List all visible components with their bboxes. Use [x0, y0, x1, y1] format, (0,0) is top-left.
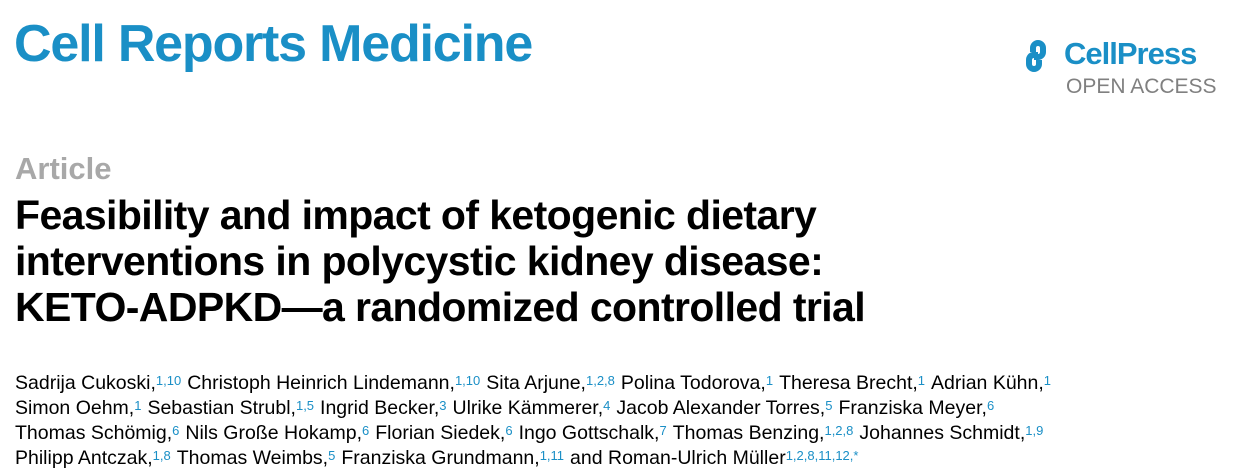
title-line: Feasibility and impact of ketogenic diet…: [15, 192, 817, 238]
author-name: Theresa Brecht,: [779, 372, 918, 394]
author-name: Nils Große Hokamp,: [185, 422, 363, 444]
publisher-logo: CellPress OPEN ACCESS: [1018, 36, 1228, 106]
logo-icon: [1025, 40, 1046, 72]
author-name: Ulrike Kämmerer,: [452, 397, 604, 419]
author-list: Sadrija Cukoski,1,10 Christoph Heinrich L…: [15, 371, 1057, 471]
author-name: Johannes Schmidt,: [859, 422, 1026, 444]
journal-name: Cell Reports Medicine: [14, 15, 533, 73]
affiliation: 1,2,8: [585, 373, 615, 388]
affiliation: 1: [765, 373, 774, 388]
author-name: Thomas Schömig,: [15, 422, 173, 444]
author-name: Philipp Antczak,: [15, 447, 153, 469]
author-name: Adrian Kühn,: [931, 372, 1044, 394]
affiliation: 1,2,8: [824, 423, 854, 438]
publisher-name: CellPress: [1064, 36, 1197, 71]
author-name: Jacob Alexander Torres,: [616, 397, 826, 419]
affiliation: 1: [134, 398, 142, 413]
author-name: Sadrija Cukoski,: [15, 372, 156, 394]
affiliation: 1,11: [539, 448, 565, 463]
affiliation: 1,10: [454, 373, 481, 388]
affiliation: 1: [1043, 373, 1052, 388]
affiliation: 1,2,8,11,12,*: [785, 448, 859, 463]
affiliation: 5: [328, 448, 336, 463]
author-name: Franziska Grundmann,: [341, 447, 540, 469]
title-line: KETO-ADPKD—a randomized controlled trial: [15, 284, 866, 330]
affiliation: 1,8: [152, 448, 171, 463]
author-name: Ingo Gottschalk,: [518, 422, 660, 444]
author-line: Sadrija Cukoski,1,10 Christoph Heinrich L…: [15, 371, 1057, 396]
author-name: Simon Oehm,: [15, 397, 135, 419]
author-name: and Roman-Ulrich Müller: [570, 447, 786, 469]
author-name: Christoph Heinrich Lindemann,: [187, 372, 455, 394]
affiliation: 1,10: [155, 373, 182, 388]
affiliation: 6: [505, 423, 513, 438]
author-name: Sita Arjune,: [486, 372, 586, 394]
access-label: OPEN ACCESS: [1066, 75, 1217, 98]
affiliation: 7: [659, 423, 667, 438]
article-type: Article: [15, 151, 112, 186]
affiliation: 5: [825, 398, 833, 413]
affiliation: 3: [439, 398, 447, 413]
author-name: Thomas Benzing,: [672, 422, 825, 444]
article-title: Feasibility and impact of ketogenic diet…: [15, 192, 866, 330]
affiliation: 6: [986, 398, 995, 413]
affiliation: 4: [603, 398, 611, 413]
affiliation: 1: [917, 373, 926, 388]
author-name: Polina Todorova,: [620, 372, 766, 394]
affiliation: 1,5: [295, 398, 315, 413]
author-line: Philipp Antczak,1,8 Thomas Weimbs,5 Franzi…: [15, 446, 1057, 471]
author-name: Sebastian Strubl,: [147, 397, 296, 419]
author-name: Ingrid Becker,: [320, 397, 440, 419]
affiliation: 1,9: [1025, 423, 1044, 438]
author-name: Florian Siedek,: [375, 422, 506, 444]
author-line: Thomas Schömig,6 Nils Große Hokamp,6 Flori…: [15, 421, 1057, 446]
affiliation: 6: [362, 423, 370, 438]
title-line: interventions in polycystic kidney disea…: [15, 238, 824, 284]
author-line: Simon Oehm,1 Sebastian Strubl,1,5 Ingrid B…: [15, 396, 1057, 421]
author-name: Franziska Meyer,: [838, 397, 987, 419]
author-name: Thomas Weimbs,: [176, 447, 329, 469]
affiliation: 6: [172, 423, 180, 438]
